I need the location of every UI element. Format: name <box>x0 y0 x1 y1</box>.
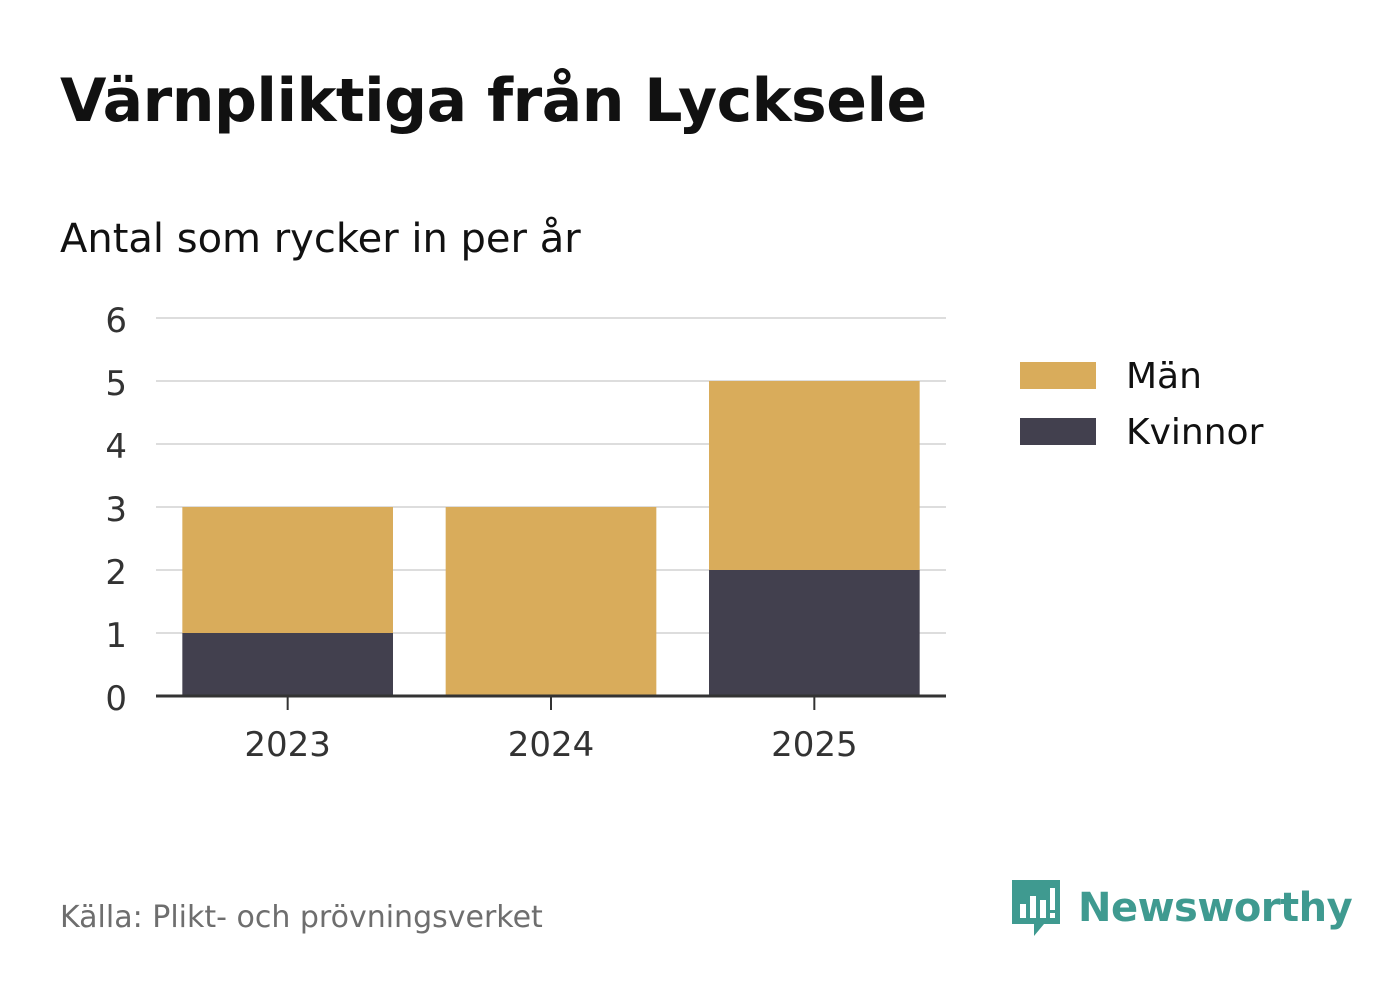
bars <box>182 381 920 696</box>
legend: Män Kvinnor <box>1020 356 1264 453</box>
source-note: Källa: Plikt- och prövningsverket <box>60 900 543 935</box>
legend-swatch <box>1020 418 1096 445</box>
legend-label: Män <box>1126 356 1202 397</box>
axes: 0 1 2 3 4 5 6 2023 2024 2025 <box>105 301 946 765</box>
bar-män-2024 <box>445 507 657 696</box>
x-tick-label: 2023 <box>244 725 331 765</box>
y-tick-label: 5 <box>105 364 127 404</box>
x-tick-label: 2025 <box>771 725 858 765</box>
x-tick-label: 2024 <box>508 725 595 765</box>
legend-label: Kvinnor <box>1126 412 1264 453</box>
brand: Newsworthy <box>1010 878 1353 938</box>
y-tick-label: 6 <box>105 301 127 341</box>
brand-name: Newsworthy <box>1078 885 1353 931</box>
y-tick-label: 1 <box>105 616 127 656</box>
legend-swatch <box>1020 362 1096 389</box>
y-tick-label: 4 <box>105 427 127 467</box>
chart-subtitle: Antal som rycker in per år <box>60 216 581 262</box>
bar-män-2025 <box>709 381 920 570</box>
bar-chart: 0 1 2 3 4 5 6 2023 2024 2025 Män Kvinnor <box>105 301 1264 765</box>
chart-title: Värnpliktiga från Lycksele <box>60 66 927 136</box>
bar-kvinnor-2025 <box>709 570 920 696</box>
bar-kvinnor-2023 <box>182 633 393 696</box>
y-tick-label: 3 <box>105 490 127 530</box>
y-tick-label: 0 <box>105 679 127 719</box>
newsworthy-logo-icon <box>1012 880 1060 936</box>
bar-män-2023 <box>182 507 393 633</box>
y-tick-label: 2 <box>105 553 127 593</box>
